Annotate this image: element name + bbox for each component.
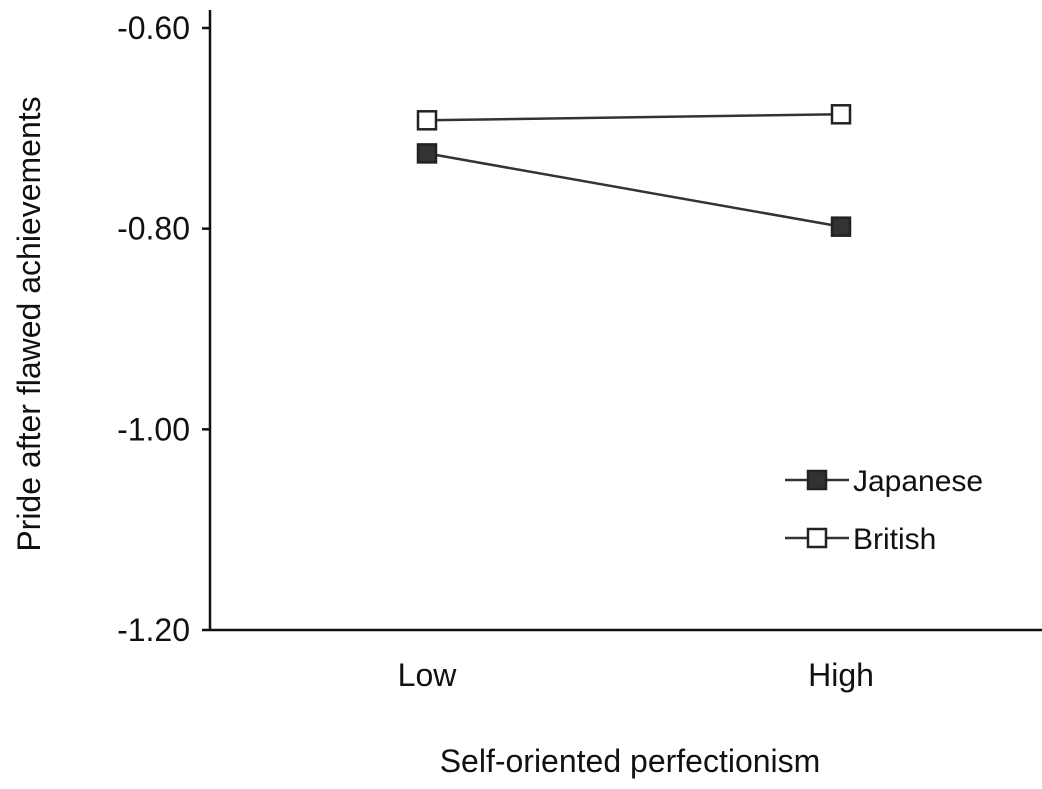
y-tick-label: -1.00: [117, 411, 190, 447]
british-series-line: [426, 113, 842, 122]
x-axis-ticks: Low High: [398, 657, 874, 693]
x-tick-label: Low: [398, 657, 458, 693]
british-data-point: [830, 104, 852, 125]
legend-label-british: British: [853, 523, 936, 556]
axes: [208, 10, 1042, 632]
y-tick-label: -0.60: [117, 10, 190, 46]
y-axis-ticks: -0.60 -0.80 -1.00 -1.20: [117, 10, 210, 648]
y-tick-label: -0.80: [117, 211, 190, 247]
legend-marker-japanese: [806, 469, 828, 491]
legend-marker-british: [806, 527, 828, 549]
series-layer: [416, 104, 852, 237]
japanese-data-point: [830, 216, 852, 237]
legend-label-japanese: Japanese: [853, 465, 983, 498]
y-tick-label: -1.20: [117, 612, 190, 648]
japanese-data-point: [416, 143, 438, 164]
x-axis-title: Self-oriented perfectionism: [440, 743, 821, 779]
x-tick-label: High: [808, 657, 874, 693]
y-axis-title: Pride after flawed achievements: [11, 96, 47, 551]
legend: Japanese British: [785, 465, 983, 556]
british-data-point: [416, 110, 438, 131]
japanese-series-line: [426, 152, 842, 228]
